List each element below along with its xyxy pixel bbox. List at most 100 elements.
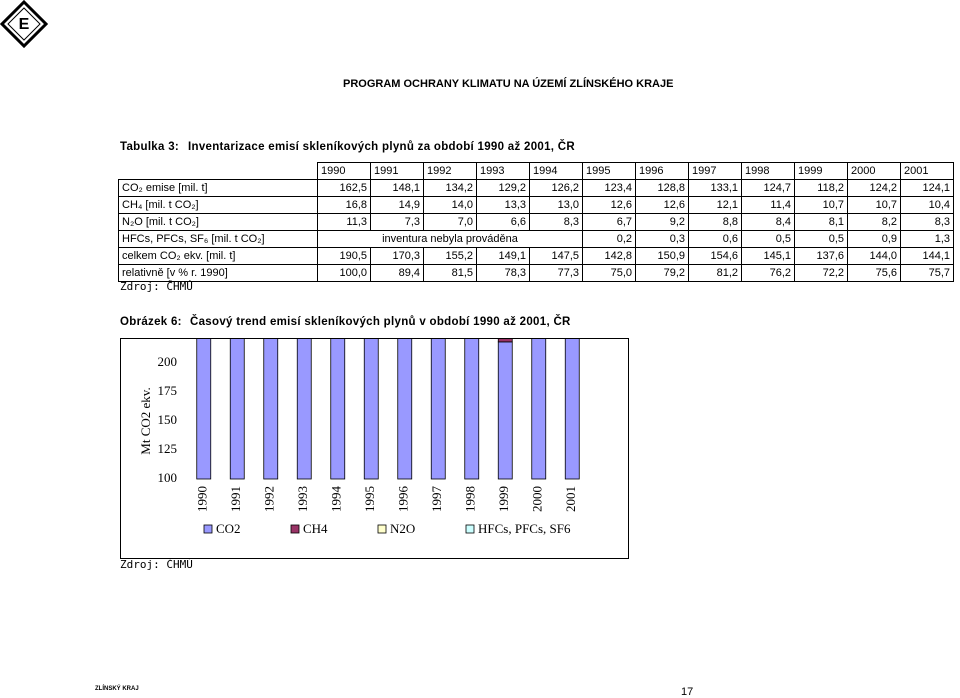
cell: 0,3: [635, 230, 689, 248]
bar-segment: [497, 341, 513, 480]
bar-segment: [531, 339, 547, 480]
cell: 8,2: [847, 213, 901, 231]
x-tick-label: 1998: [463, 486, 478, 512]
cell: 149,1: [476, 247, 530, 265]
cell: 162,5: [317, 179, 371, 197]
y-tick-label: 125: [158, 441, 178, 456]
x-tick-label: 2000: [530, 486, 545, 512]
x-tick-label: 1997: [429, 486, 444, 513]
table-source: Zdroj: ČHMÚ: [120, 280, 193, 293]
y-tick-label: 175: [158, 383, 178, 398]
cell: 79,2: [635, 264, 689, 282]
cell: 7,0: [423, 213, 477, 231]
cell: 12,1: [688, 196, 742, 214]
cell: 11,3: [317, 213, 371, 231]
cell: 144,1: [900, 247, 954, 265]
table-label: Tabulka 3:: [120, 141, 180, 153]
chart: Mt CO2 ekv. 100 125 150 175 200 1990 1991 1992 1…: [120, 338, 629, 559]
cell: 124,2: [847, 179, 901, 197]
x-tick-label: 2001: [563, 486, 578, 512]
cell: 8,3: [529, 213, 583, 231]
cell: 1,3: [900, 230, 954, 248]
cell: 72,2: [794, 264, 848, 282]
cell: 76,2: [741, 264, 795, 282]
legend-label: N2O: [390, 521, 415, 536]
row-note: inventura nebyla prováděna: [317, 230, 583, 248]
cell: 81,5: [423, 264, 477, 282]
x-tick-label: 1994: [329, 486, 344, 513]
figure-label: Obrázek 6:: [120, 316, 182, 328]
cell: 147,5: [529, 247, 583, 265]
cell: 142,8: [582, 247, 636, 265]
cell: 8,8: [688, 213, 742, 231]
cell: 124,1: [900, 179, 954, 197]
row-label: CO₂ emise [mil. t]: [118, 179, 318, 197]
legend-label: CO2: [216, 521, 241, 536]
cell: 0,9: [847, 230, 901, 248]
cell: 124,7: [741, 179, 795, 197]
cell: 190,5: [317, 247, 371, 265]
y-tick-label: 200: [158, 354, 178, 369]
bar-segment: [363, 339, 379, 480]
column-header: 1994: [529, 162, 583, 180]
column-header: 1990: [317, 162, 371, 180]
cell: 8,1: [794, 213, 848, 231]
column-header: 2000: [847, 162, 901, 180]
cell: 0,2: [582, 230, 636, 248]
cell: 170,3: [370, 247, 424, 265]
bar-segment: [464, 339, 480, 480]
cell: 8,4: [741, 213, 795, 231]
cell: 0,5: [741, 230, 795, 248]
cell: 150,9: [635, 247, 689, 265]
column-header: 1998: [741, 162, 795, 180]
page-number: 17: [681, 686, 694, 698]
bar-segment: [196, 339, 212, 480]
legend-label: HFCs, PFCs, SF6: [478, 521, 571, 536]
cell: 123,4: [582, 179, 636, 197]
bar-segment: [263, 339, 279, 480]
x-tick-label: 1992: [262, 486, 277, 512]
x-tick-label: 1990: [195, 486, 210, 512]
bar-segment: [497, 339, 513, 343]
cell: 75,6: [847, 264, 901, 282]
cell: 75,7: [900, 264, 954, 282]
cell: 89,4: [370, 264, 424, 282]
cell: 10,7: [794, 196, 848, 214]
logo: E: [0, 0, 48, 48]
cell: 12,6: [635, 196, 689, 214]
table-title: Inventarizace emisí skleníkových plynů z…: [188, 141, 576, 153]
cell: 126,2: [529, 179, 583, 197]
column-header: 1997: [688, 162, 742, 180]
x-tick-label: 1999: [496, 486, 511, 512]
x-tick-label: 1995: [362, 486, 377, 512]
row-label: celkem CO₂ ekv. [mil. t]: [118, 247, 318, 265]
cell: 81,2: [688, 264, 742, 282]
cell: 155,2: [423, 247, 477, 265]
bar-segment: [430, 339, 446, 480]
cell: 134,2: [423, 179, 477, 197]
bar-segment: [397, 339, 413, 480]
cell: 0,6: [688, 230, 742, 248]
column-header: 1999: [794, 162, 848, 180]
figure-source: Zdroj: ČHMÚ: [120, 558, 193, 571]
y-tick-label: 100: [158, 470, 178, 485]
cell: 6,7: [582, 213, 636, 231]
header-empty: [119, 163, 318, 180]
row-label: relativně [v % r. 1990]: [118, 264, 318, 282]
cell: 13,0: [529, 196, 583, 214]
header-title: PROGRAM OCHRANY KLIMATU NA ÚZEMÍ ZLÍNSKÉ…: [343, 78, 674, 90]
cell: 100,0: [317, 264, 371, 282]
cell: 77,3: [529, 264, 583, 282]
cell: 16,8: [317, 196, 371, 214]
cell: 144,0: [847, 247, 901, 265]
row-label: CH₄ [mil. t CO₂]: [118, 196, 318, 214]
x-tick-label: 1996: [396, 486, 411, 513]
cell: 137,6: [794, 247, 848, 265]
cell: 154,6: [688, 247, 742, 265]
bar-segment: [296, 339, 312, 480]
row-label: N₂O [mil. t CO₂]: [118, 213, 318, 231]
column-header: 1991: [370, 162, 424, 180]
footer-organization: ZLÍNSKÝ KRAJ: [95, 686, 139, 692]
cell: 14,9: [370, 196, 424, 214]
y-tick-label: 150: [158, 412, 178, 427]
